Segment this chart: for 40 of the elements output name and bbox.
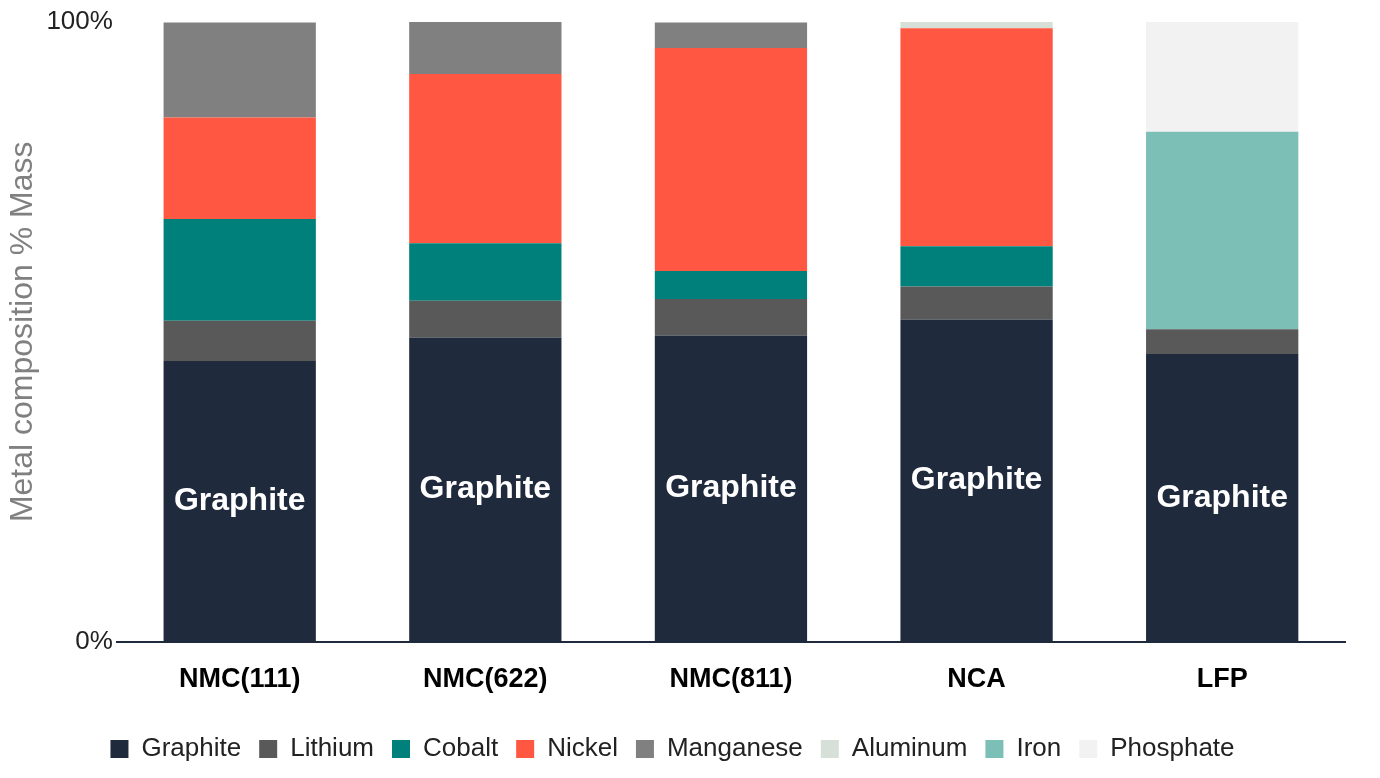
bar	[900, 246, 1053, 287]
annotation: Graphite	[1156, 477, 1288, 514]
bar	[900, 286, 1053, 320]
annotation: Graphite	[419, 469, 552, 506]
bar	[654, 298, 808, 336]
y-tick-label: 100%	[46, 5, 113, 36]
legend-label: Lithium	[290, 732, 375, 763]
y-tick-label: 0%	[75, 624, 113, 655]
legend-label: Phosphate	[1110, 732, 1235, 763]
annotation: Graphite	[910, 460, 1043, 497]
bar	[163, 219, 316, 321]
x-tick-label: LFP	[1196, 663, 1248, 694]
bar	[409, 74, 562, 244]
legend-label: Nickel	[547, 732, 618, 763]
y-axis-title: Metal composition % Mass	[3, 141, 40, 523]
bar	[163, 22, 316, 118]
bar	[1146, 329, 1299, 355]
legend-label: Graphite	[141, 732, 242, 763]
bar	[409, 300, 562, 338]
bar	[163, 117, 316, 220]
bar	[163, 320, 316, 361]
bar	[409, 22, 562, 75]
x-tick-label: NMC(811)	[669, 663, 793, 694]
bar	[409, 243, 562, 301]
x-tick-label: NCA	[947, 663, 1006, 694]
legend-label: Aluminum	[851, 732, 968, 763]
legend-label: Iron	[1016, 732, 1062, 763]
annotation: Graphite	[173, 481, 306, 518]
x-tick-label: NMC(622)	[423, 663, 548, 694]
bar	[900, 22, 1053, 29]
legend-label: Cobalt	[423, 732, 499, 763]
bar	[654, 48, 808, 272]
bar	[654, 22, 808, 49]
bar	[900, 28, 1053, 247]
bar	[1146, 22, 1299, 132]
legend-label: Manganese	[666, 732, 803, 763]
bar	[654, 271, 808, 299]
annotation: Graphite	[665, 468, 797, 505]
bar	[1146, 131, 1299, 330]
x-tick-label: NMC(111)	[178, 663, 301, 694]
